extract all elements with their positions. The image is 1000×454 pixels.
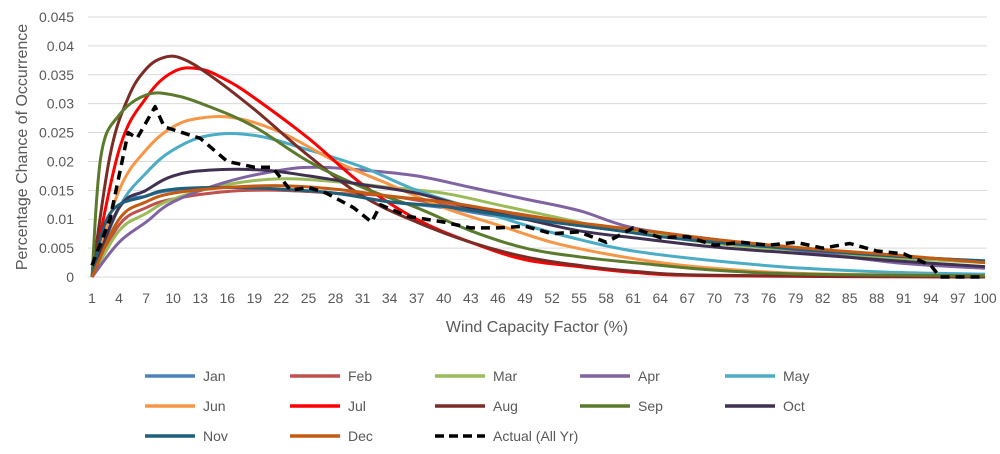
x-tick-label: 97 bbox=[950, 290, 966, 306]
y-tick-label: 0.015 bbox=[39, 182, 74, 198]
legend-label: Apr bbox=[638, 368, 660, 384]
x-tick-label: 73 bbox=[734, 290, 750, 306]
x-tick-label: 100 bbox=[973, 290, 997, 306]
x-tick-label: 40 bbox=[436, 290, 452, 306]
legend-label: Dec bbox=[348, 428, 373, 444]
y-tick-label: 0.035 bbox=[39, 67, 74, 83]
series-line-sep bbox=[90, 91, 986, 278]
y-tick-label: 0.025 bbox=[39, 125, 74, 141]
legend-item-jan: Jan bbox=[145, 368, 226, 384]
legend-item-aug: Aug bbox=[435, 398, 518, 414]
x-tick-label: 43 bbox=[463, 290, 479, 306]
legend-label: Feb bbox=[348, 368, 372, 384]
legend-label: Jun bbox=[203, 398, 226, 414]
x-tick-label: 7 bbox=[142, 290, 150, 306]
legend-item-mar: Mar bbox=[435, 368, 517, 384]
x-tick-label: 94 bbox=[923, 290, 939, 306]
legend-item-nov: Nov bbox=[145, 428, 228, 444]
x-tick-label: 10 bbox=[165, 290, 181, 306]
x-tick-label: 37 bbox=[409, 290, 425, 306]
x-tick-label: 46 bbox=[490, 290, 506, 306]
x-tick-label: 1 bbox=[88, 290, 96, 306]
y-tick-label: 0.005 bbox=[39, 240, 74, 256]
y-axis-title: Percentage Chance of Occurrence bbox=[14, 24, 31, 270]
x-tick-label: 16 bbox=[220, 290, 236, 306]
legend-label: Aug bbox=[493, 398, 518, 414]
legend-label: May bbox=[783, 368, 809, 384]
y-tick-label: 0 bbox=[66, 269, 74, 285]
x-tick-label: 85 bbox=[842, 290, 858, 306]
x-tick-label: 91 bbox=[896, 290, 912, 306]
y-tick-label: 0.01 bbox=[47, 211, 74, 227]
series-line-actual-all-yr bbox=[90, 104, 985, 279]
y-tick-label: 0.04 bbox=[47, 38, 74, 54]
series-line-oct bbox=[90, 167, 986, 278]
y-tick-label: 0.03 bbox=[47, 96, 74, 112]
legend: Jan Feb Mar Apr May Jun Jul Aug Sep Oct Nov Dec Actu… bbox=[145, 368, 809, 444]
x-tick-label: 70 bbox=[707, 290, 723, 306]
x-tick-label: 31 bbox=[355, 290, 371, 306]
legend-item-sep: Sep bbox=[580, 398, 663, 414]
x-tick-label: 64 bbox=[652, 290, 668, 306]
legend-item-jul: Jul bbox=[290, 398, 366, 414]
x-axis-ticks: 1 4 7 10 13 16 19 22 25 28 31 34 37 40 43 46 49 52 55 58 61 6… bbox=[88, 290, 997, 306]
x-tick-label: 4 bbox=[115, 290, 123, 306]
legend-label: Sep bbox=[638, 398, 663, 414]
x-tick-label: 52 bbox=[544, 290, 560, 306]
x-tick-label: 88 bbox=[869, 290, 885, 306]
x-tick-label: 25 bbox=[301, 290, 317, 306]
x-tick-label: 22 bbox=[274, 290, 290, 306]
x-tick-label: 67 bbox=[680, 290, 696, 306]
x-tick-label: 82 bbox=[815, 290, 831, 306]
x-tick-label: 34 bbox=[382, 290, 398, 306]
legend-item-oct: Oct bbox=[725, 398, 805, 414]
legend-label: Mar bbox=[493, 368, 517, 384]
legend-item-apr: Apr bbox=[580, 368, 660, 384]
x-tick-label: 19 bbox=[247, 290, 263, 306]
legend-item-feb: Feb bbox=[290, 368, 372, 384]
x-tick-label: 61 bbox=[625, 290, 641, 306]
x-tick-label: 76 bbox=[761, 290, 777, 306]
legend-item-actual-all-yr: Actual (All Yr) bbox=[435, 428, 578, 444]
legend-label: Jan bbox=[203, 368, 226, 384]
series-line-nov bbox=[90, 185, 986, 278]
series-lines bbox=[90, 54, 986, 279]
legend-label: Actual (All Yr) bbox=[493, 428, 578, 444]
legend-item-dec: Dec bbox=[290, 428, 373, 444]
legend-label: Nov bbox=[203, 428, 228, 444]
y-axis-ticks: 0 0.005 0.01 0.015 0.02 0.025 0.03 0.035 0.04 0.0… bbox=[39, 9, 74, 285]
x-tick-label: 28 bbox=[328, 290, 344, 306]
x-tick-label: 55 bbox=[571, 290, 587, 306]
x-axis-title: Wind Capacity Factor (%) bbox=[446, 319, 628, 336]
legend-item-jun: Jun bbox=[145, 398, 226, 414]
y-tick-label: 0.045 bbox=[39, 9, 74, 25]
legend-item-may: May bbox=[725, 368, 809, 384]
x-tick-label: 49 bbox=[517, 290, 533, 306]
x-tick-label: 58 bbox=[598, 290, 614, 306]
y-tick-label: 0.02 bbox=[47, 153, 74, 169]
legend-label: Jul bbox=[348, 398, 366, 414]
x-tick-label: 13 bbox=[192, 290, 208, 306]
x-tick-label: 79 bbox=[788, 290, 804, 306]
legend-label: Oct bbox=[783, 398, 805, 414]
